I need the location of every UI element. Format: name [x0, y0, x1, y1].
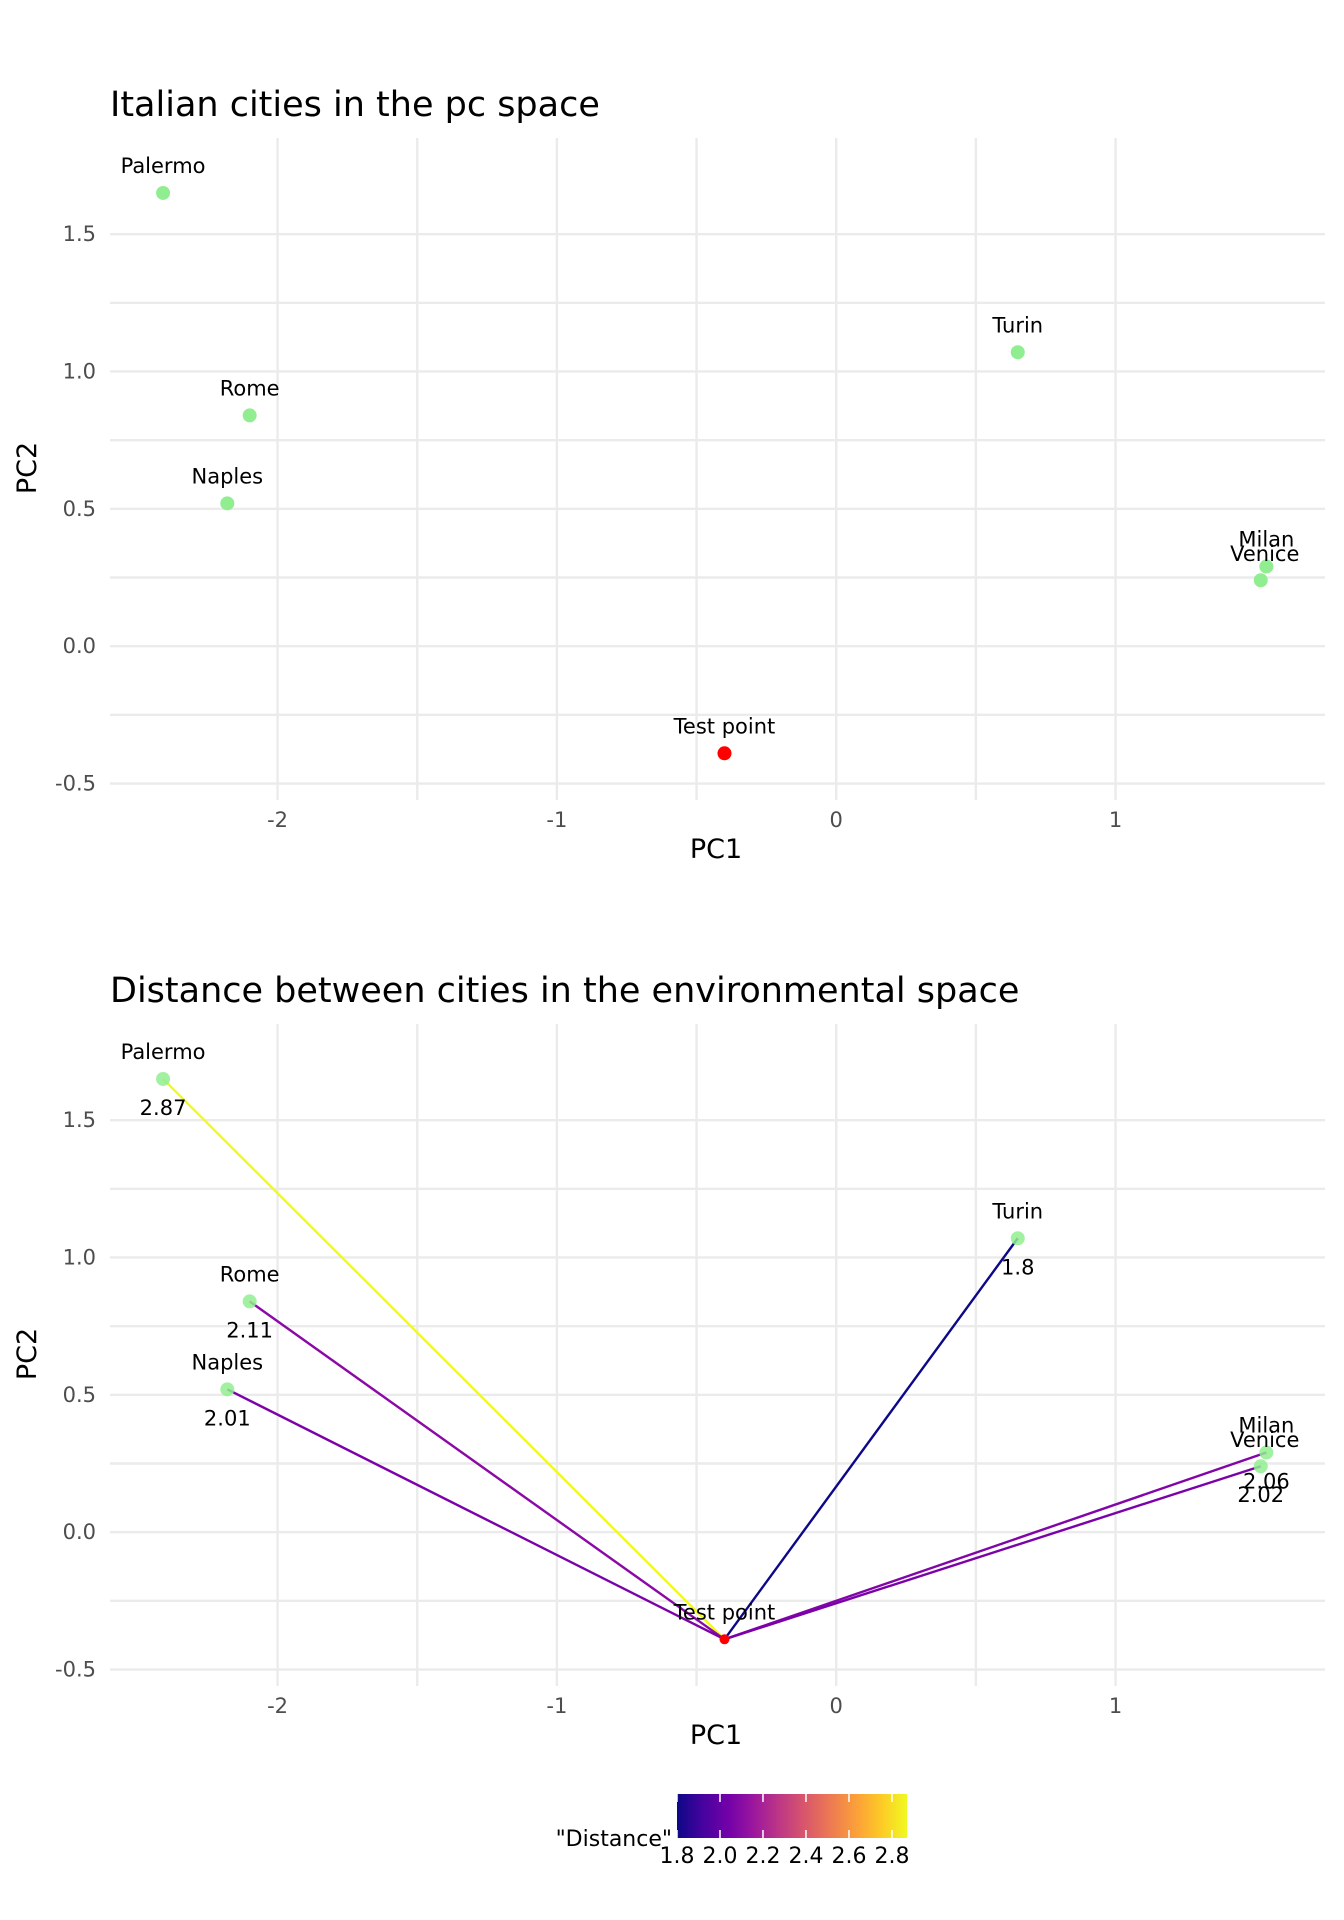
x-tick-label: -2 [267, 808, 288, 832]
point-label: Venice [1230, 542, 1299, 566]
points [156, 185, 1274, 761]
data-point [1010, 345, 1025, 360]
x-tick-label: 0 [830, 808, 843, 832]
y-axis-title: PC2 [12, 1328, 43, 1380]
point-label: Turin [991, 1199, 1043, 1223]
point-label: Turin [991, 313, 1043, 337]
point-label: Palermo [121, 1040, 206, 1064]
point-label: Milan [1238, 528, 1294, 552]
distance-label: 2.87 [140, 1096, 187, 1120]
distance-line [724, 1465, 1262, 1641]
y-tick-label: 1.5 [63, 1108, 96, 1132]
chart-title: Italian cities in the pc space [110, 85, 600, 125]
legend-title: "Distance" [556, 1827, 672, 1852]
data-point [220, 496, 235, 511]
x-tick-label: -1 [546, 1694, 567, 1718]
point-label: Rome [220, 1262, 280, 1286]
legend-tick-label: 2.4 [788, 1844, 823, 1869]
x-axis-title: PC1 [690, 834, 742, 865]
x-tick-label: -2 [267, 1694, 288, 1718]
distance-line [724, 1451, 1267, 1641]
point-label: Milan [1238, 1414, 1294, 1438]
tick-labels: -2 -1 0 1 -0.5 0.0 0.5 1.0 1.5 [55, 222, 1122, 832]
data-point [1253, 1459, 1268, 1474]
data-point [1259, 559, 1274, 574]
gridlines [110, 138, 1325, 800]
data-point [1253, 573, 1268, 588]
pc-space-panel: Italian cities in the pc space Palermo Ro… [12, 85, 1325, 865]
x-tick-label: 1 [1109, 808, 1122, 832]
legend-tick-label: 2.2 [745, 1844, 780, 1869]
data-point [719, 1634, 730, 1645]
data-point [220, 1382, 235, 1397]
legend-tick-label: 2.0 [702, 1844, 737, 1869]
distance-label: 2.01 [204, 1406, 251, 1430]
data-point [1010, 1231, 1025, 1246]
point-label: Naples [192, 1350, 264, 1374]
distance-legend: "Distance" 1.8 2.0 2.2 2.4 2.6 2.8 [556, 1794, 909, 1869]
data-point [1259, 1445, 1274, 1460]
tick-labels: -2 -1 0 1 -0.5 0.0 0.5 1.0 1.5 [55, 1108, 1122, 1718]
x-tick-label: 1 [1109, 1694, 1122, 1718]
legend-tick-label: 2.8 [874, 1844, 909, 1869]
point-label: Palermo [121, 154, 206, 178]
distance-line [226, 1388, 726, 1641]
y-tick-label: 0.5 [63, 497, 96, 521]
y-tick-label: 1.0 [63, 1245, 96, 1269]
data-point [242, 1294, 257, 1309]
point-label: Test point [673, 1600, 776, 1624]
x-tick-label: -1 [546, 808, 567, 832]
y-tick-label: 0.5 [63, 1383, 96, 1407]
legend-colorbar [677, 1794, 907, 1838]
y-tick-label: -0.5 [55, 1658, 96, 1682]
legend-ticks: 1.8 2.0 2.2 2.4 2.6 2.8 [660, 1794, 909, 1869]
distance-panel: Distance between cities in the environme… [12, 971, 1325, 1751]
chart-title: Distance between cities in the environme… [110, 971, 1019, 1011]
point-label: Venice [1230, 1428, 1299, 1452]
distance-label: 2.11 [226, 1318, 273, 1342]
data-point [156, 185, 171, 200]
y-axis-title: PC2 [12, 442, 43, 494]
point-label: Naples [192, 464, 264, 488]
y-tick-label: 1.5 [63, 222, 96, 246]
distance-line [248, 1300, 726, 1641]
y-tick-label: 0.0 [63, 634, 96, 658]
data-point [242, 408, 257, 423]
y-tick-label: 1.0 [63, 359, 96, 383]
legend-tick-label: 2.6 [831, 1844, 866, 1869]
points [156, 1071, 1274, 1645]
distance-line [723, 1237, 1019, 1641]
distance-line [162, 1078, 726, 1641]
x-tick-label: 0 [830, 1694, 843, 1718]
y-tick-label: -0.5 [55, 772, 96, 796]
data-point [156, 1071, 171, 1086]
data-point [717, 746, 732, 761]
distance-segments [162, 1078, 1267, 1641]
point-label: Test point [673, 714, 776, 738]
distance-label: 2.06 [1243, 1470, 1290, 1494]
gridlines [110, 1024, 1325, 1686]
distance-label: 1.8 [1001, 1255, 1034, 1279]
distance-label: 2.02 [1237, 1483, 1284, 1507]
y-tick-label: 0.0 [63, 1520, 96, 1544]
legend-tick-label: 1.8 [660, 1844, 695, 1869]
x-axis-title: PC1 [690, 1720, 742, 1751]
point-label: Rome [220, 376, 280, 400]
